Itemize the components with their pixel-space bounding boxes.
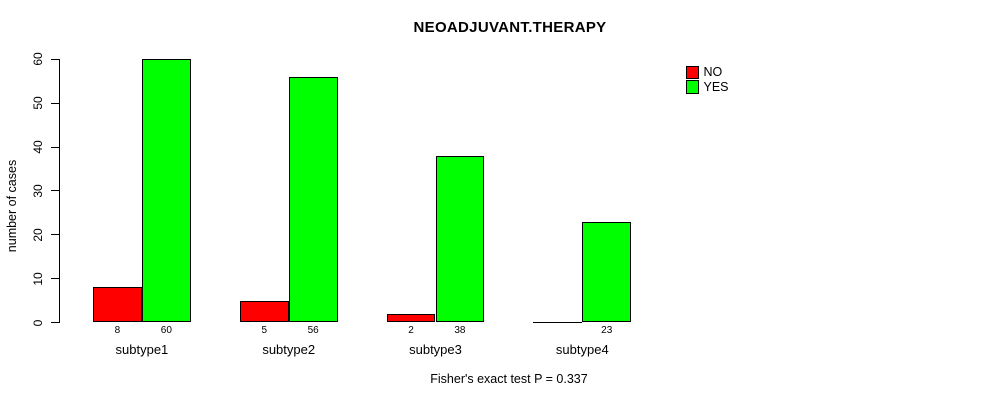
x-category-label-subtype3: subtype3 <box>409 342 462 357</box>
y-tick-label: 0 <box>31 319 45 326</box>
x-category-label-subtype4: subtype4 <box>555 342 609 357</box>
caption-fishers-test: Fisher's exact test P = 0.337 <box>430 372 588 386</box>
bar-no-subtype3 <box>386 313 436 323</box>
y-axis-line <box>59 59 60 324</box>
x-category-label-subtype1: subtype1 <box>115 342 169 357</box>
bar-value-label: 5 <box>261 324 268 336</box>
bar-value-label: 60 <box>160 324 172 336</box>
bar-no-subtype2 <box>239 300 289 323</box>
chart-title: NEOADJUVANT.THERAPY <box>413 19 607 36</box>
y-tick-mark <box>51 322 59 323</box>
bar-yes-subtype4 <box>582 221 632 323</box>
bar-value-label: 56 <box>307 324 319 336</box>
bar-yes-subtype1 <box>141 59 191 323</box>
y-tick-label: 60 <box>31 52 45 67</box>
y-tick-mark <box>51 102 59 104</box>
bar-no-subtype1 <box>93 287 142 323</box>
y-tick-label: 50 <box>31 96 45 110</box>
y-tick-label: 30 <box>31 184 45 198</box>
bar-no-subtype4 <box>533 321 583 323</box>
bar-yes-subtype2 <box>288 76 338 323</box>
x-category-label-subtype2: subtype2 <box>262 342 316 357</box>
y-tick-mark <box>51 58 59 60</box>
bar-value-label: 2 <box>408 324 414 336</box>
y-tick-mark <box>51 234 59 236</box>
y-tick-mark <box>51 190 59 192</box>
bar-value-label: 23 <box>601 324 613 336</box>
y-tick-mark <box>51 146 59 148</box>
bar-yes-subtype3 <box>435 155 485 323</box>
bar-value-label: 8 <box>114 324 121 336</box>
y-tick-label: 40 <box>31 140 45 154</box>
bar-value-label: 38 <box>454 324 466 336</box>
y-tick-label: 10 <box>31 271 45 286</box>
y-tick-mark <box>51 278 59 280</box>
y-tick-label: 20 <box>31 228 45 242</box>
